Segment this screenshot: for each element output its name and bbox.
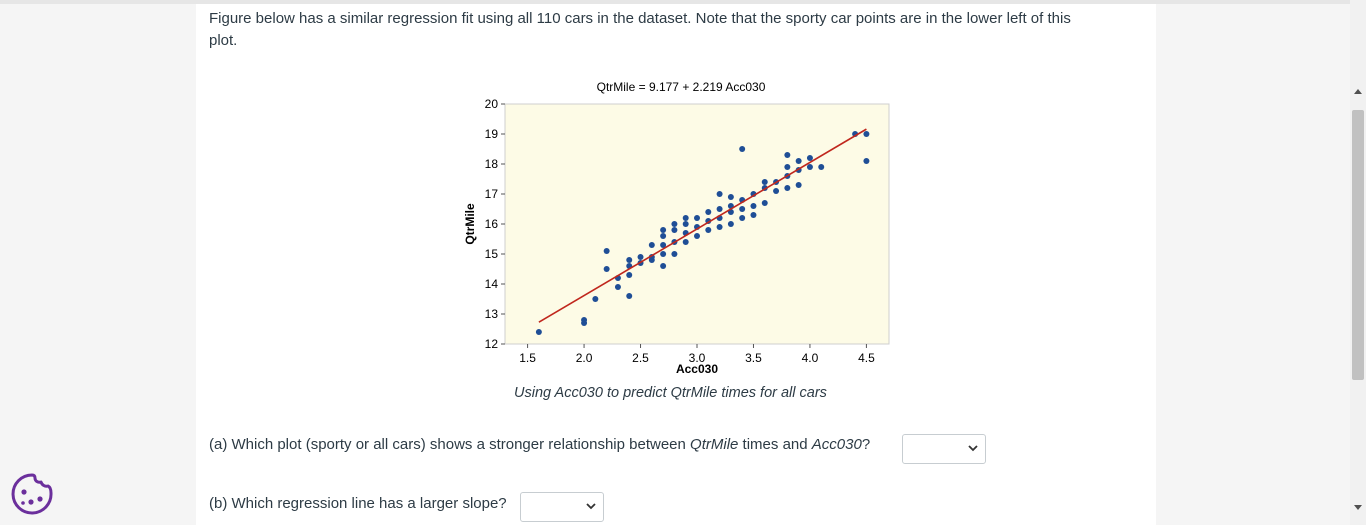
scatter-point	[682, 221, 689, 227]
data-points	[535, 131, 870, 335]
y-tick-label: 19	[485, 127, 499, 141]
scatter-point	[682, 239, 689, 245]
question-a-var2: Acc030	[811, 436, 862, 453]
scatter-point	[773, 188, 780, 194]
x-tick-label: 3.5	[745, 351, 762, 365]
y-tick-label: 14	[485, 277, 499, 291]
chart-title: QtrMile = 9.177 + 2.219 Acc030	[597, 80, 766, 94]
scatter-point	[784, 185, 791, 191]
scatter-point	[637, 254, 644, 260]
question-a-text: (a) Which plot (sporty or all cars) show…	[209, 436, 691, 453]
question-a-middle: times and	[738, 436, 812, 453]
cookie-icon[interactable]	[10, 472, 54, 516]
scatter-point	[671, 221, 678, 227]
figure-caption: Using Acc030 to predict QtrMile times fo…	[514, 385, 827, 401]
scatter-point	[660, 242, 667, 248]
x-tick-label: 3.0	[689, 351, 706, 365]
chevron-down-icon	[968, 445, 978, 452]
scatter-point	[784, 164, 791, 170]
scatter-point	[795, 182, 802, 188]
scatter-point	[648, 242, 655, 248]
y-tick-label: 13	[485, 307, 499, 321]
x-tick-label: 4.0	[802, 351, 819, 365]
scatter-point	[626, 257, 633, 263]
y-ticks: 12 13 14 15 16 17 18 19 20	[485, 97, 505, 351]
scatter-point	[739, 206, 746, 212]
scatter-point	[694, 215, 700, 221]
top-divider	[0, 0, 1350, 4]
scrollbar-thumb[interactable]	[1352, 110, 1364, 380]
regression-line	[538, 128, 867, 323]
scatter-point	[739, 146, 746, 152]
chevron-down-icon	[586, 503, 596, 510]
scatter-point	[626, 293, 633, 299]
scatter-point	[806, 155, 813, 161]
scatter-point	[592, 296, 599, 302]
question-a-end: ?	[861, 436, 871, 453]
scatter-point	[682, 215, 689, 221]
scatter-point	[739, 215, 746, 221]
answer-b-select[interactable]	[520, 492, 604, 522]
scatter-point	[705, 209, 712, 215]
scatter-point	[761, 179, 768, 185]
scatter-point	[581, 320, 588, 326]
x-ticks: 1.5 2.0 2.5 3.0 3.5 4.0 4.5	[519, 344, 875, 365]
scatter-point	[660, 227, 667, 233]
scatter-point	[784, 152, 791, 158]
scatter-point	[716, 224, 723, 230]
scatter-point	[795, 158, 802, 164]
scatter-point	[603, 266, 610, 272]
scatter-point	[660, 233, 667, 239]
scatter-point	[818, 164, 825, 170]
question-b: (b) Which regression line has a larger s…	[209, 495, 507, 512]
x-tick-label: 2.0	[576, 351, 593, 365]
scatter-point	[671, 227, 678, 233]
scatter-point	[671, 251, 678, 257]
scatter-point	[806, 164, 813, 170]
triangle-down-icon[interactable]	[1353, 504, 1363, 512]
scatter-point	[727, 194, 734, 200]
scatter-point	[750, 203, 757, 209]
scatter-point	[626, 272, 633, 278]
scatter-point	[660, 251, 667, 257]
y-tick-label: 17	[485, 187, 499, 201]
y-tick-label: 16	[485, 217, 499, 231]
x-tick-label: 2.5	[632, 351, 649, 365]
scatter-point	[716, 191, 723, 197]
scatter-point	[603, 248, 610, 254]
scatter-plot: QtrMile = 9.177 + 2.219 Acc030 121314151…	[463, 80, 890, 376]
intro-line-1: Figure below has a similar regression fi…	[209, 10, 1071, 27]
intro-text: Figure below has a similar regression fi…	[209, 8, 1129, 52]
y-tick-label: 18	[485, 157, 499, 171]
scatter-point	[614, 284, 621, 290]
intro-line-2: plot.	[209, 32, 238, 49]
y-tick-label: 20	[485, 97, 499, 111]
y-axis-label: QtrMile	[463, 203, 477, 245]
question-a: (a) Which plot (sporty or all cars) show…	[209, 436, 870, 453]
y-tick-label: 12	[485, 337, 499, 351]
question-a-var1: QtrMile	[690, 436, 739, 453]
x-axis-label: Acc030	[676, 362, 718, 376]
scatter-point	[660, 263, 667, 269]
y-tick-label: 15	[485, 247, 499, 261]
scatter-point	[750, 212, 757, 218]
triangle-up-icon[interactable]	[1353, 87, 1363, 95]
scatter-point	[716, 206, 723, 212]
scatter-point	[727, 221, 734, 227]
question-content: Figure below has a similar regression fi…	[196, 4, 1156, 525]
x-tick-label: 4.5	[858, 351, 875, 365]
scatter-point	[863, 131, 870, 137]
scatter-point	[863, 158, 870, 164]
x-tick-label: 1.5	[519, 351, 536, 365]
scatter-point	[535, 329, 542, 335]
answer-a-select[interactable]	[902, 434, 986, 464]
scatter-point	[761, 200, 768, 206]
scatter-point	[705, 227, 712, 233]
scatter-point	[694, 233, 700, 239]
